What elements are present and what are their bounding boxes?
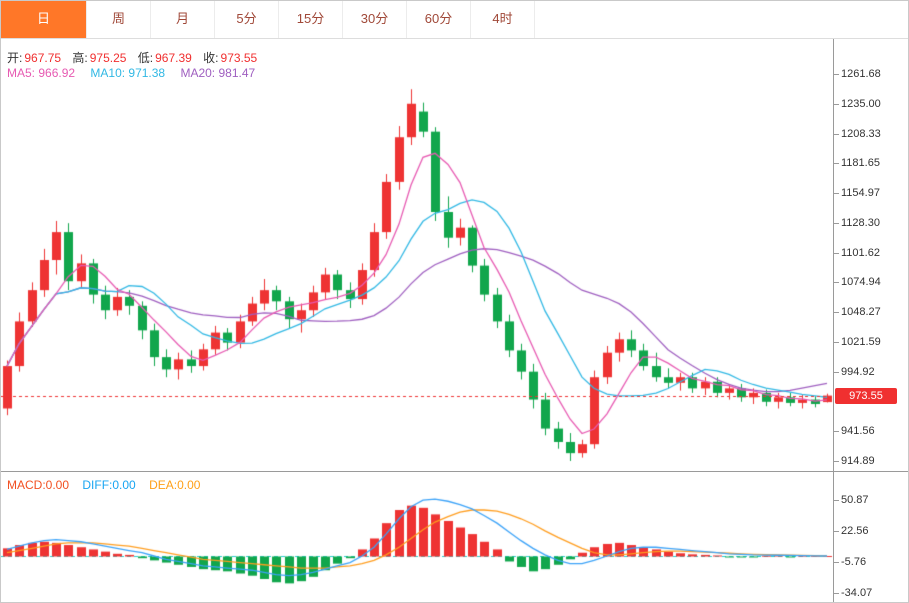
macd-y-tick-label: 50.87 <box>834 494 869 507</box>
low-value: 967.39 <box>155 51 192 65</box>
main-y-tick-label: 1154.97 <box>834 187 880 200</box>
main-y-tick-label: 1021.59 <box>834 335 881 348</box>
close-value: 973.55 <box>220 51 258 65</box>
last-price-tag: 973.55 <box>835 387 897 404</box>
macd-value-axis: 50.87 22.56 -5.76 -34.07 <box>833 481 908 601</box>
diff-value-label: DIFF:0.00 <box>82 478 136 492</box>
timeframe-tabbar: 日 周 月 5分 15分 30分 60分 4时 <box>1 1 908 39</box>
main-y-tick-label: 1048.27 <box>834 306 881 319</box>
dea-value-label: DEA:0.00 <box>149 478 201 492</box>
tab-5min[interactable]: 5分 <box>215 1 279 38</box>
macd-y-tick-label: -5.76 <box>833 556 867 569</box>
panel-divider <box>1 471 908 472</box>
main-y-tick-label: 941.56 <box>834 425 875 438</box>
ma-readout: MA5: 966.92 MA10: 971.38 MA20: 981.47 <box>7 66 267 80</box>
tab-month[interactable]: 月 <box>151 1 215 38</box>
low-label: 低: <box>137 51 154 65</box>
price-axis-column: 1261.68 1235.00 1208.33 1181.65 1154.97 1128.… <box>833 39 908 602</box>
open-label: 开: <box>7 51 23 65</box>
tab-15min[interactable]: 15分 <box>279 1 343 38</box>
macd-value-label: MACD:0.00 <box>7 478 70 492</box>
ma5-value-label: MA5: 966.92 <box>7 66 76 80</box>
main-y-tick-label: 994.92 <box>834 365 875 378</box>
candlestick-canvas[interactable] <box>1 39 833 471</box>
ma10-value-label: MA10: 971.38 <box>90 66 166 80</box>
high-value: 975.25 <box>89 51 127 65</box>
tab-60min[interactable]: 60分 <box>407 1 471 38</box>
ohlc-readout: 开: 967.75 高: 975.25 低: 967.39 收: 973.55 <box>7 49 257 66</box>
main-y-tick-label: 914.89 <box>834 455 875 468</box>
macd-y-tick-label: 22.56 <box>834 525 869 538</box>
chart-area: 开: 967.75 高: 975.25 低: 967.39 收: 973.55 MA5:… <box>1 39 908 602</box>
ma20-value-label: MA20: 981.47 <box>180 66 256 80</box>
main-y-tick-label: 1074.94 <box>834 276 881 289</box>
main-y-tick-label: 1128.30 <box>834 216 880 229</box>
macd-canvas[interactable] <box>1 481 833 601</box>
macd-readout: MACD:0.00 DIFF:0.00 DEA:0.00 <box>7 478 210 492</box>
open-value: 967.75 <box>24 51 62 65</box>
close-label: 收: <box>203 51 219 65</box>
main-y-tick-label: 1235.00 <box>834 97 881 110</box>
tabbar-filler <box>535 1 908 38</box>
main-y-tick-label: 1208.33 <box>834 127 881 140</box>
tab-4hour[interactable]: 4时 <box>471 1 535 38</box>
tab-day[interactable]: 日 <box>1 1 87 38</box>
main-price-axis: 1261.68 1235.00 1208.33 1181.65 1154.97 1128.… <box>834 39 908 471</box>
tab-week[interactable]: 周 <box>87 1 151 38</box>
main-y-tick-label: 1181.65 <box>834 157 880 170</box>
main-y-tick-label: 1261.68 <box>834 67 881 80</box>
main-y-tick-label: 1101.62 <box>834 246 880 259</box>
macd-y-tick-label: -34.07 <box>833 587 873 600</box>
high-label: 高: <box>72 51 88 65</box>
tab-30min[interactable]: 30分 <box>343 1 407 38</box>
